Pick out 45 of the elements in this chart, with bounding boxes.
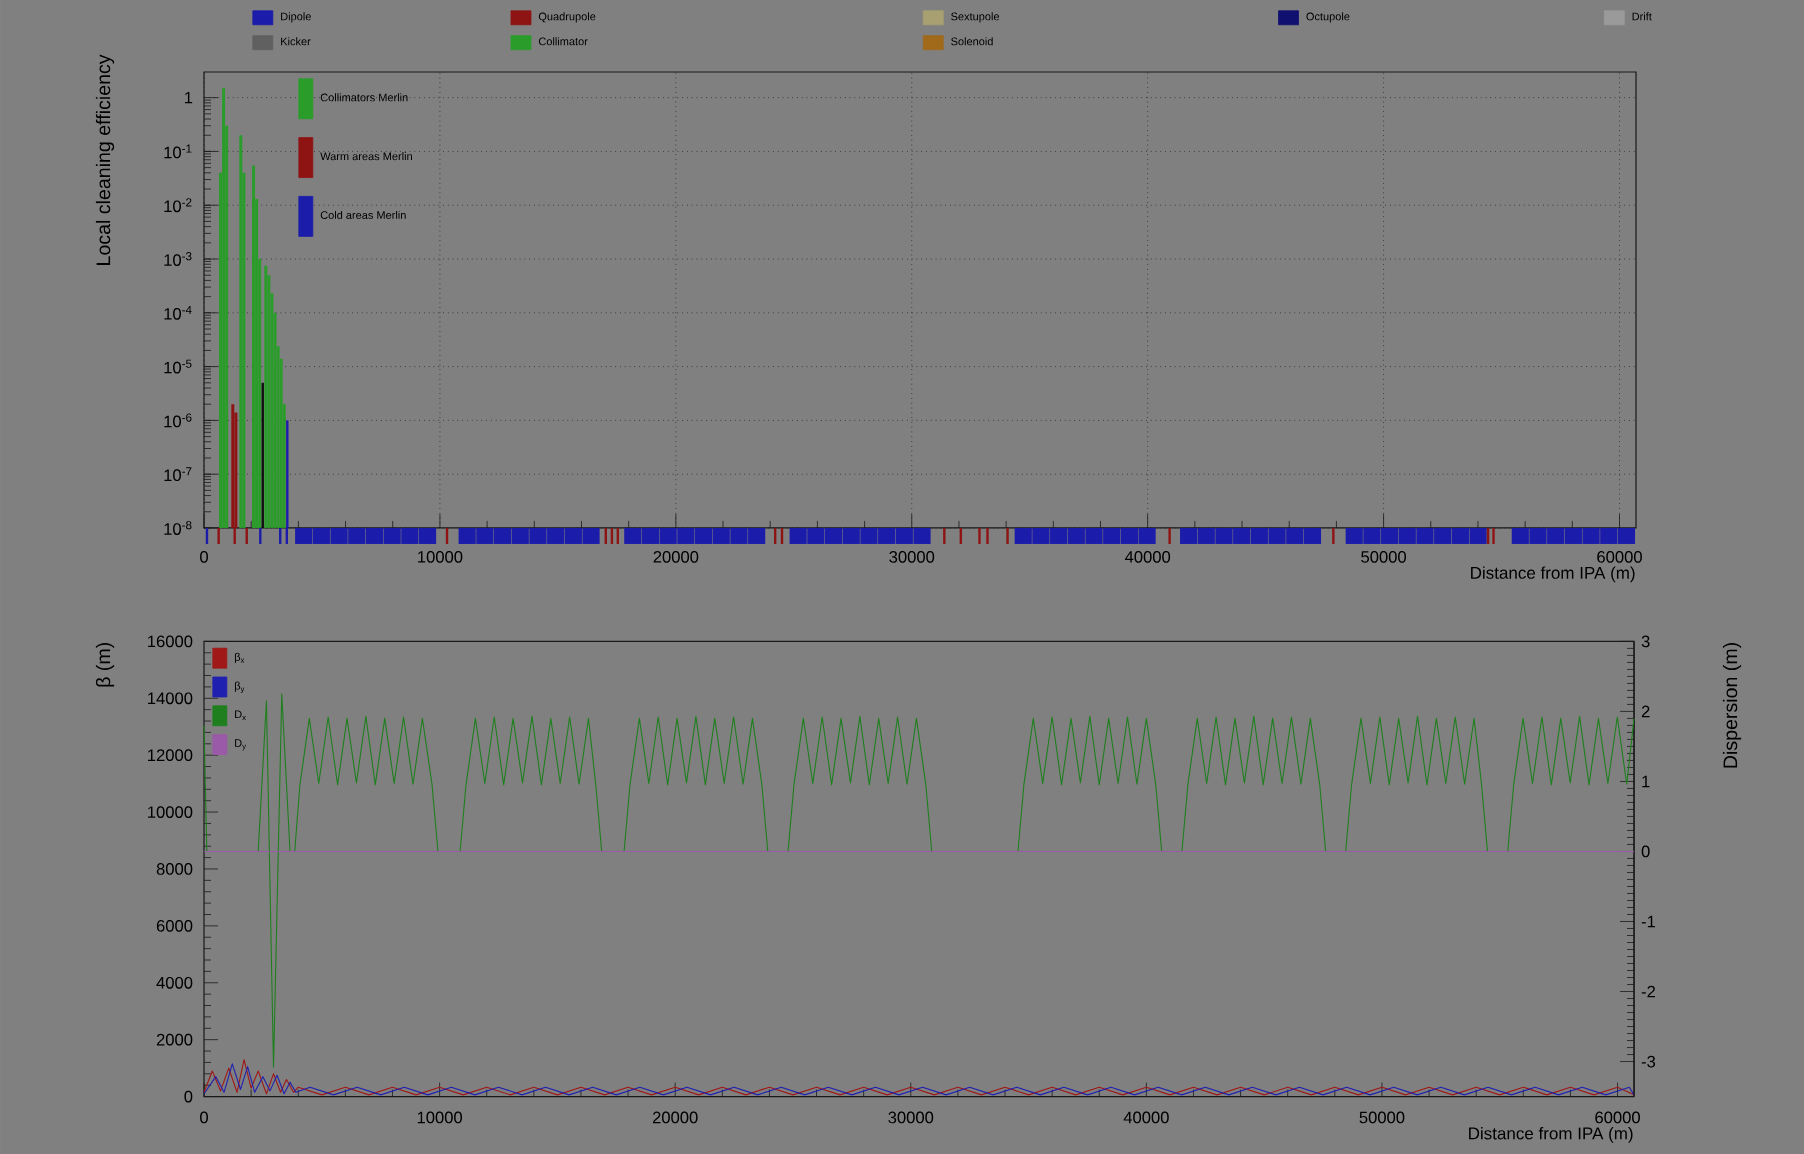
y-tick-label: 2000	[156, 1033, 193, 1046]
y-tick-label: 1	[185, 91, 193, 104]
x-tick-label: 10000	[417, 1111, 463, 1124]
y2-tick-label: 2	[1641, 705, 1650, 718]
y-tick-label: 16000	[148, 635, 193, 648]
x-axis-title: Distance from IPA (m)	[1469, 1126, 1633, 1143]
y2-tick-label: -1	[1641, 915, 1655, 928]
x-tick-label: 10000	[418, 551, 463, 563]
x-tick-label: 20000	[652, 1111, 698, 1124]
x-tick-label: 40000	[1124, 551, 1171, 563]
y-tick-label: 14000	[148, 692, 193, 705]
x-tick-label: 30000	[888, 1111, 934, 1124]
y-tick-label: 0	[184, 1090, 193, 1103]
y2-tick-label: -2	[1641, 985, 1655, 998]
y2-axis-title: Dispersion (m)	[1722, 643, 1742, 768]
y-tick-label: 10$^{-8}$	[164, 521, 192, 535]
x-tick-label: 60000	[1597, 551, 1642, 563]
y2-tick-label: 1	[1642, 775, 1650, 788]
y-tick-label: 12000	[148, 749, 193, 762]
y-tick-label: 10$^{-4}$	[164, 305, 192, 320]
x-tick-label: 50000	[1361, 551, 1407, 563]
y-tick-label: 10$^{-2}$	[164, 198, 192, 213]
line-series	[203, 693, 1635, 1068]
y-tick-label: 10$^{-7}$	[164, 467, 192, 482]
y2-tick-label: 0	[1641, 845, 1650, 858]
y2-tick-label: -3	[1641, 1055, 1656, 1068]
x-tick-label: 30000	[889, 551, 935, 563]
x-tick-label: 20000	[653, 551, 699, 563]
y2-tick-label: 3	[1641, 635, 1650, 648]
y-tick-label: 6000	[156, 919, 193, 932]
y-tick-label: 10$^{-6}$	[164, 413, 192, 428]
x-tick-label: 0	[200, 551, 208, 563]
y-tick-label: 8000	[156, 863, 193, 875]
x-tick-label: 60000	[1595, 1111, 1640, 1124]
x-tick-label: 50000	[1359, 1111, 1405, 1124]
x-tick-label: 40000	[1123, 1111, 1169, 1124]
y-axis-title: Local cleaning efficiency	[95, 54, 115, 265]
y-tick-label: 4000	[156, 976, 193, 989]
x-tick-label: 0	[200, 1111, 208, 1124]
y-tick-label: 10$^{-1}$	[164, 144, 192, 159]
y-tick-label: 10000	[148, 806, 193, 818]
x-axis-title: Distance from IPA (m)	[1471, 566, 1635, 583]
y-tick-label: 10$^{-5}$	[164, 359, 192, 374]
y-axis-title: β (m)	[95, 643, 115, 687]
y-tick-label: 10$^{-3}$	[164, 252, 192, 266]
